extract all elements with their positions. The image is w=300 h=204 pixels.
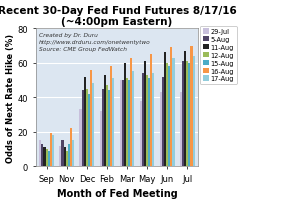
Bar (80, 110, 82, 166)
Bar (70, 129, 72, 166)
Bar (120, 81, 122, 166)
Bar (190, 46, 193, 166)
Bar (86, 89, 88, 166)
Bar (84, 77, 86, 166)
Bar (168, 67, 170, 166)
Bar (172, 58, 175, 166)
Bar (142, 74, 144, 166)
Text: Created by Dr. Duru
http://www.drduru.com/onetwentytwo
Source: CME Group FedWatc: Created by Dr. Duru http://www.drduru.co… (39, 33, 151, 51)
Bar (52, 135, 54, 166)
Bar (128, 81, 130, 166)
Bar (104, 75, 106, 166)
Bar (160, 93, 162, 166)
Bar (88, 94, 90, 166)
Bar (144, 62, 146, 166)
Bar (100, 112, 102, 166)
Bar (170, 48, 172, 166)
Bar (110, 67, 112, 166)
Bar (92, 84, 94, 166)
Bar (44, 147, 46, 166)
Bar (48, 151, 50, 166)
Bar (130, 58, 132, 166)
Bar (132, 72, 134, 166)
Bar (184, 51, 186, 166)
Bar (50, 134, 52, 166)
Bar (166, 63, 168, 166)
Title: Recent 30-Day Fed Fund Futures 8/17/16
(~4:00pm Eastern): Recent 30-Day Fed Fund Futures 8/17/16 (… (0, 6, 236, 27)
Bar (90, 70, 92, 166)
Bar (126, 79, 128, 166)
Bar (64, 147, 66, 166)
Bar (102, 89, 104, 166)
Bar (61, 141, 64, 166)
Bar (180, 93, 182, 166)
Bar (152, 74, 154, 166)
Bar (122, 81, 124, 166)
Bar (188, 63, 190, 166)
Bar (148, 79, 150, 166)
Bar (59, 146, 62, 166)
Bar (72, 141, 74, 166)
Bar (124, 63, 126, 166)
Bar (41, 144, 44, 166)
Bar (68, 144, 70, 166)
Bar (140, 101, 142, 166)
Bar (193, 57, 195, 166)
Y-axis label: Odds of Next Rate Hike (%): Odds of Next Rate Hike (%) (6, 34, 15, 162)
Bar (108, 91, 110, 166)
Bar (106, 86, 108, 166)
Bar (162, 77, 164, 166)
Bar (82, 91, 84, 166)
X-axis label: Month of Fed Meeting: Month of Fed Meeting (57, 188, 177, 198)
Bar (182, 62, 184, 166)
Bar (186, 62, 188, 166)
Bar (66, 151, 68, 166)
Bar (150, 55, 152, 166)
Bar (46, 149, 48, 166)
Legend: 29-Jul, 5-Aug, 11-Aug, 12-Aug, 15-Aug, 16-Aug, 17-Aug: 29-Jul, 5-Aug, 11-Aug, 12-Aug, 15-Aug, 1… (200, 27, 237, 85)
Bar (146, 75, 148, 166)
Bar (112, 79, 114, 166)
Bar (164, 53, 166, 166)
Bar (39, 141, 41, 166)
